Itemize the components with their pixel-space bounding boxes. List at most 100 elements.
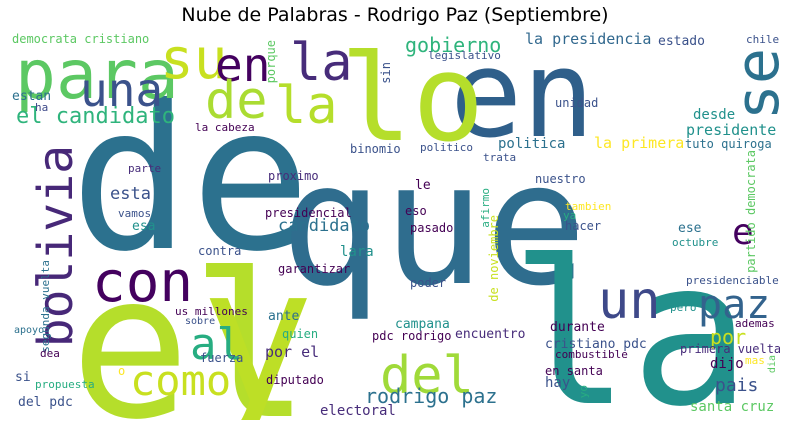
word-cloud-word: lo	[340, 30, 485, 169]
word-cloud-word: yo	[577, 385, 590, 399]
word-cloud-word: de	[70, 63, 311, 296]
word-cloud-word: porque	[264, 40, 278, 84]
word-cloud-word: con	[92, 250, 194, 315]
word-cloud-word: legislativo	[428, 49, 501, 62]
word-cloud-word: gobierno	[405, 33, 502, 57]
word-cloud-word: mas	[745, 354, 765, 367]
word-cloud-word: encuentro	[455, 327, 526, 342]
word-cloud-word: lara	[340, 244, 374, 260]
word-cloud-word: binomio	[350, 142, 401, 156]
word-cloud-word: us millones	[175, 305, 248, 318]
word-cloud-word: trata	[483, 151, 517, 164]
word-cloud-word: esa	[132, 219, 156, 234]
word-cloud-word: de noviembre	[487, 215, 501, 302]
word-cloud-word: durante	[550, 320, 605, 335]
word-cloud-word: combustible	[555, 348, 628, 361]
word-cloud-word: apoyo	[14, 325, 45, 336]
word-cloud-word: si	[15, 370, 31, 385]
word-cloud-word: vamos	[118, 207, 152, 220]
word-cloud-word: primera vuelta	[680, 342, 780, 356]
word-cloud-word: democrata cristiano	[12, 32, 150, 46]
word-cloud-word: garantizar	[278, 262, 351, 276]
word-cloud-word: politica	[498, 136, 566, 152]
word-cloud-word: eso	[405, 204, 427, 218]
word-cloud-word: la presidencia	[525, 30, 652, 48]
word-cloud-word: politico	[420, 141, 473, 154]
word-cloud-word: ese	[678, 221, 702, 236]
word-cloud-word: e	[732, 212, 754, 253]
word-cloud-word: dijo	[710, 356, 744, 372]
word-cloud-word: proximo	[268, 169, 319, 183]
word-cloud-word: del pdc	[18, 395, 73, 410]
word-cloud-word: que	[280, 126, 588, 324]
word-cloud-word: una	[80, 63, 164, 117]
word-cloud-word: en santa	[545, 364, 603, 378]
word-cloud-word: segunda vuelta	[39, 260, 52, 353]
word-cloud-word: sobre	[185, 316, 216, 327]
word-cloud-word: pais	[715, 375, 759, 396]
word-cloud-word: octubre	[672, 236, 719, 249]
word-cloud-word: tambien	[565, 200, 612, 213]
word-cloud-word: la	[510, 218, 751, 421]
word-cloud-word: hay	[545, 375, 571, 391]
word-cloud-word: campana	[395, 317, 450, 332]
word-cloud-word: al	[190, 319, 243, 370]
word-cloud-word: dea	[40, 347, 60, 360]
word-cloud-word: contra	[198, 244, 242, 258]
word-cloud-word: pero	[670, 301, 697, 314]
word-cloud-word: por	[710, 325, 747, 349]
word-cloud-word: diputado	[266, 373, 324, 387]
word-cloud-word: hacer	[565, 219, 602, 233]
word-cloud-word: en	[450, 30, 595, 165]
word-cloud-word: paz	[698, 282, 771, 328]
word-cloud-word: chile	[746, 33, 780, 46]
word-cloud-word: esta	[110, 184, 151, 204]
word-cloud-word: para	[15, 36, 179, 115]
word-cloud-word: de	[205, 71, 268, 131]
word-cloud-word: la	[290, 33, 353, 93]
word-cloud-word: dia	[767, 355, 778, 374]
word-cloud-word: santa cruz	[690, 399, 775, 415]
word-cloud-word: ha	[35, 101, 49, 114]
word-cloud-word: propuesta	[35, 378, 95, 391]
word-cloud-word: la cabeza	[195, 121, 255, 134]
word-cloud-word: cristiano pdc	[545, 337, 647, 352]
word-cloud-word: como	[130, 356, 232, 405]
word-cloud-word: el	[70, 231, 311, 421]
word-cloud-word: presidencial	[265, 206, 352, 220]
word-cloud-word: electoral	[320, 403, 396, 419]
word-cloud-word: estado	[658, 34, 705, 49]
word-cloud-word: o	[118, 364, 126, 378]
word-cloud-word: nuestro	[535, 172, 586, 186]
word-cloud-word: desde	[693, 107, 736, 123]
page-title: Nube de Palabras - Rodrigo Paz (Septiemb…	[181, 4, 609, 26]
word-cloud-word: la primera	[594, 134, 685, 152]
word-cloud: de que el y la en lo para una su en la de la se el cand…	[10, 30, 780, 420]
word-cloud-word: le	[415, 178, 431, 193]
word-cloud-word: del	[380, 346, 474, 406]
word-cloud-word: parte	[128, 162, 162, 175]
word-cloud-word: y	[200, 226, 315, 421]
word-cloud-word: partido democrata	[744, 150, 758, 273]
word-cloud-word: un	[598, 271, 661, 331]
word-cloud-word: pasado	[410, 221, 454, 235]
word-cloud-word: su	[160, 30, 228, 92]
word-cloud-word: se	[723, 48, 780, 121]
word-cloud-word: ademas	[735, 317, 775, 330]
word-cloud-word: pdc rodrigo	[372, 329, 452, 343]
word-cloud-word: fuerza	[200, 351, 244, 365]
word-cloud-word: ante	[268, 309, 300, 324]
word-cloud-word: la	[275, 76, 338, 136]
word-cloud-word: quien	[282, 327, 319, 341]
word-cloud-word: presidenciable	[686, 274, 779, 287]
word-cloud-word: por el	[265, 343, 320, 361]
word-cloud-word: ya	[563, 209, 577, 222]
word-cloud-word: en	[215, 38, 271, 92]
word-cloud-word: unidad	[555, 96, 599, 110]
word-cloud-word: estan	[12, 89, 52, 104]
word-cloud-word: rodrigo paz	[365, 384, 498, 408]
word-cloud-word: sin	[379, 62, 393, 84]
word-cloud-word: presidente	[686, 121, 777, 139]
word-cloud-word: tuto quiroga	[685, 137, 772, 151]
word-cloud-word: candidato	[278, 216, 371, 236]
